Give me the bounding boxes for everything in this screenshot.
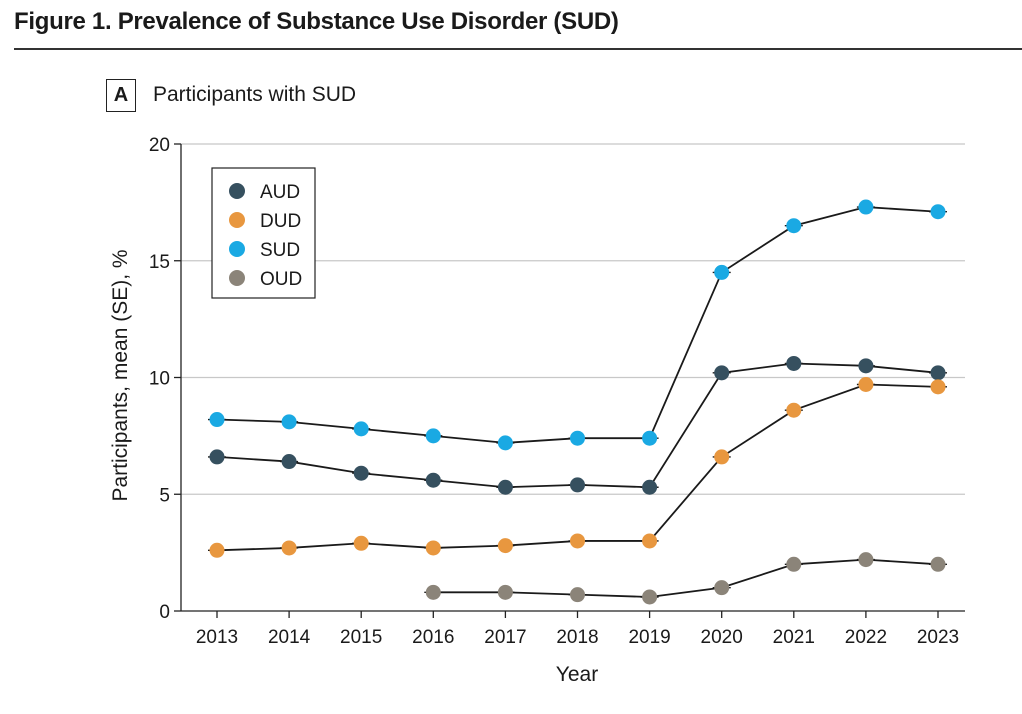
data-point-oud-2022 <box>858 552 874 568</box>
data-point-dud-2022 <box>858 377 874 393</box>
data-point-sud-2014 <box>281 414 297 430</box>
series-line-sud <box>216 206 939 444</box>
x-axis-label: Year <box>556 663 598 686</box>
data-point-aud-2018 <box>570 477 585 493</box>
x-tick-label-2022: 2022 <box>845 627 887 648</box>
y-tick-label-0: 0 <box>159 602 170 623</box>
data-point-aud-2019 <box>642 479 658 495</box>
data-point-aud-2013 <box>209 449 225 465</box>
x-tick-label-2020: 2020 <box>701 627 743 648</box>
data-point-dud-2016 <box>425 540 441 556</box>
series-markers-aud <box>208 355 947 495</box>
data-point-aud-2023 <box>930 365 946 381</box>
data-point-sud-2021 <box>786 218 802 234</box>
data-point-dud-2014 <box>281 540 297 556</box>
y-tick-label-15: 15 <box>149 252 170 273</box>
data-point-oud-2017 <box>497 584 513 600</box>
data-point-oud-2016 <box>425 584 441 600</box>
x-tick-label-2018: 2018 <box>556 627 598 648</box>
data-point-sud-2019 <box>642 430 658 446</box>
data-point-sud-2015 <box>353 421 369 437</box>
data-point-oud-2020 <box>714 580 730 596</box>
x-tick-label-2021: 2021 <box>773 627 815 648</box>
data-point-dud-2013 <box>209 542 225 558</box>
series-markers-dud <box>208 377 947 558</box>
data-point-sud-2018 <box>570 430 585 446</box>
data-point-dud-2020 <box>714 449 730 465</box>
x-tick-label-2016: 2016 <box>412 627 454 648</box>
legend-marker-dud <box>229 212 245 228</box>
series-oud <box>433 558 939 598</box>
series-sud <box>216 206 939 444</box>
legend-marker-oud <box>229 270 245 286</box>
series-markers-sud <box>208 199 947 451</box>
y-tick-label-5: 5 <box>159 485 170 506</box>
x-tick-label-2019: 2019 <box>628 627 670 648</box>
data-point-aud-2015 <box>353 465 369 481</box>
legend-marker-aud <box>229 183 245 199</box>
x-tick-label-2013: 2013 <box>196 627 238 648</box>
data-point-oud-2018 <box>570 587 585 603</box>
legend-label-aud: AUD <box>260 182 300 203</box>
data-point-sud-2023 <box>930 204 946 220</box>
series-markers-oud <box>424 552 947 605</box>
y-tick-label-10: 10 <box>149 369 170 390</box>
data-point-dud-2021 <box>786 402 802 418</box>
x-tick-label-2014: 2014 <box>268 627 311 648</box>
data-point-aud-2017 <box>497 479 513 495</box>
y-tick-label-20: 20 <box>149 135 170 156</box>
data-point-sud-2013 <box>209 412 225 428</box>
legend-marker-sud <box>229 241 245 257</box>
data-point-sud-2022 <box>858 199 874 215</box>
data-point-dud-2019 <box>642 533 658 549</box>
data-point-sud-2017 <box>497 435 513 451</box>
x-tick-label-2023: 2023 <box>917 627 959 648</box>
data-point-oud-2021 <box>786 556 802 572</box>
legend-label-dud: DUD <box>260 211 301 232</box>
legend: AUD DUD SUD OUD <box>211 167 316 299</box>
data-point-oud-2019 <box>642 589 658 605</box>
data-point-oud-2023 <box>930 556 946 572</box>
data-point-dud-2018 <box>570 533 585 549</box>
legend-label-oud: OUD <box>260 269 302 290</box>
x-tick-label-2015: 2015 <box>340 627 382 648</box>
data-point-aud-2020 <box>714 365 730 381</box>
x-tick-label-2017: 2017 <box>484 627 526 648</box>
data-point-aud-2016 <box>425 472 441 488</box>
data-point-sud-2020 <box>714 264 730 280</box>
data-point-aud-2021 <box>786 355 802 371</box>
figure-title: Figure 1. Prevalence of Substance Use Di… <box>14 8 619 35</box>
panel-letter: A <box>106 79 136 112</box>
legend-label-sud: SUD <box>260 240 300 261</box>
data-point-sud-2016 <box>425 428 441 444</box>
series-line-oud <box>433 558 939 598</box>
title-divider <box>14 48 1022 50</box>
data-point-aud-2022 <box>858 358 874 374</box>
data-point-dud-2015 <box>353 535 369 551</box>
data-point-aud-2014 <box>281 454 297 470</box>
panel-title: Participants with SUD <box>153 83 357 106</box>
data-point-dud-2023 <box>930 379 946 395</box>
data-point-dud-2017 <box>497 538 513 554</box>
y-axis-label: Participants, mean (SE), % <box>109 249 132 501</box>
